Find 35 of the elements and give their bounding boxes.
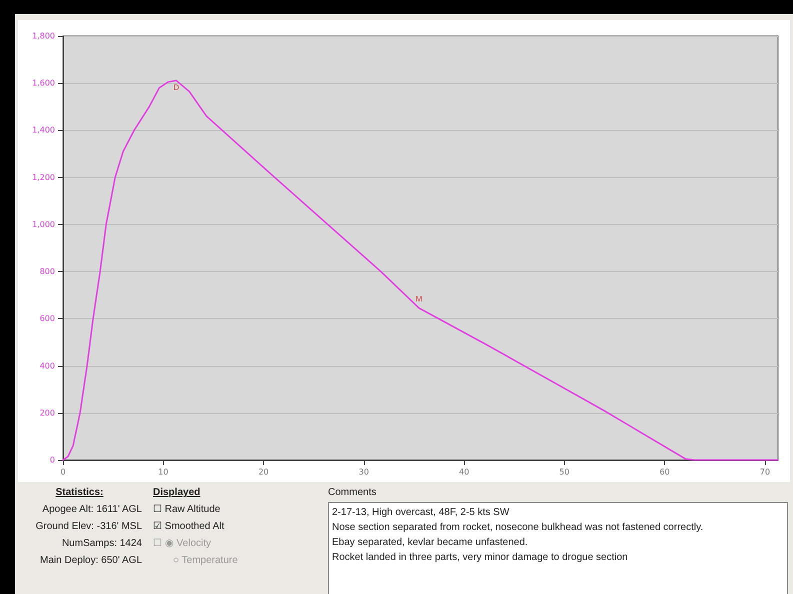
y-tick-label: 1,000: [32, 220, 55, 229]
text: ☑ Smoothed Alt: [153, 520, 226, 534]
x-tick-label: 40: [459, 468, 470, 476]
text: ○ Temperature: [172, 554, 239, 568]
annotation: M: [416, 294, 423, 304]
x-tick-label: 70: [760, 468, 770, 476]
text: Main Deploy: 650' AGL: [39, 554, 142, 568]
text: Comments: [328, 486, 378, 500]
y-tick-label: 1,400: [32, 126, 55, 135]
text: Statistics:: [54, 486, 104, 500]
text: ☐ Raw Altitude: [153, 503, 222, 517]
x-tick-label: 50: [559, 468, 570, 476]
x-tick-label: 0: [60, 468, 66, 476]
text: 2-17-13, High overcast, 48F, 2-5 kts SW: [332, 506, 510, 520]
text: Nose section separated from rocket, nosecone bulkhead was not fastened correctly.: [332, 521, 704, 535]
text: Displayed: [153, 486, 202, 500]
text: NumSamps: 1424: [60, 537, 142, 551]
text: Ebay separated, kevlar became unfastened.: [332, 536, 529, 550]
text: ☐ ◉ Velocity: [153, 537, 212, 551]
x-tick-label: 10: [158, 468, 168, 476]
y-tick-label: 1,200: [32, 172, 55, 182]
annotation: D: [173, 83, 180, 92]
text: Apogee Alt: 1611' AGL: [41, 503, 142, 517]
y-tick-label: 200: [40, 408, 55, 418]
y-tick-label: 0: [50, 456, 55, 464]
text: Rocket landed in three parts, very minor damage to drogue section: [332, 551, 629, 565]
y-tick-label: 1,800: [32, 32, 55, 40]
x-tick-label: 60: [660, 468, 670, 476]
x-tick-label: 20: [258, 468, 269, 476]
y-tick-label: 1,600: [32, 78, 55, 88]
y-tick-label: 400: [40, 361, 55, 370]
x-tick-label: 30: [358, 468, 369, 476]
y-tick-label: 600: [40, 314, 55, 324]
text: Ground Elev: -316' MSL: [34, 520, 142, 534]
y-tick-label: 800: [40, 267, 55, 276]
